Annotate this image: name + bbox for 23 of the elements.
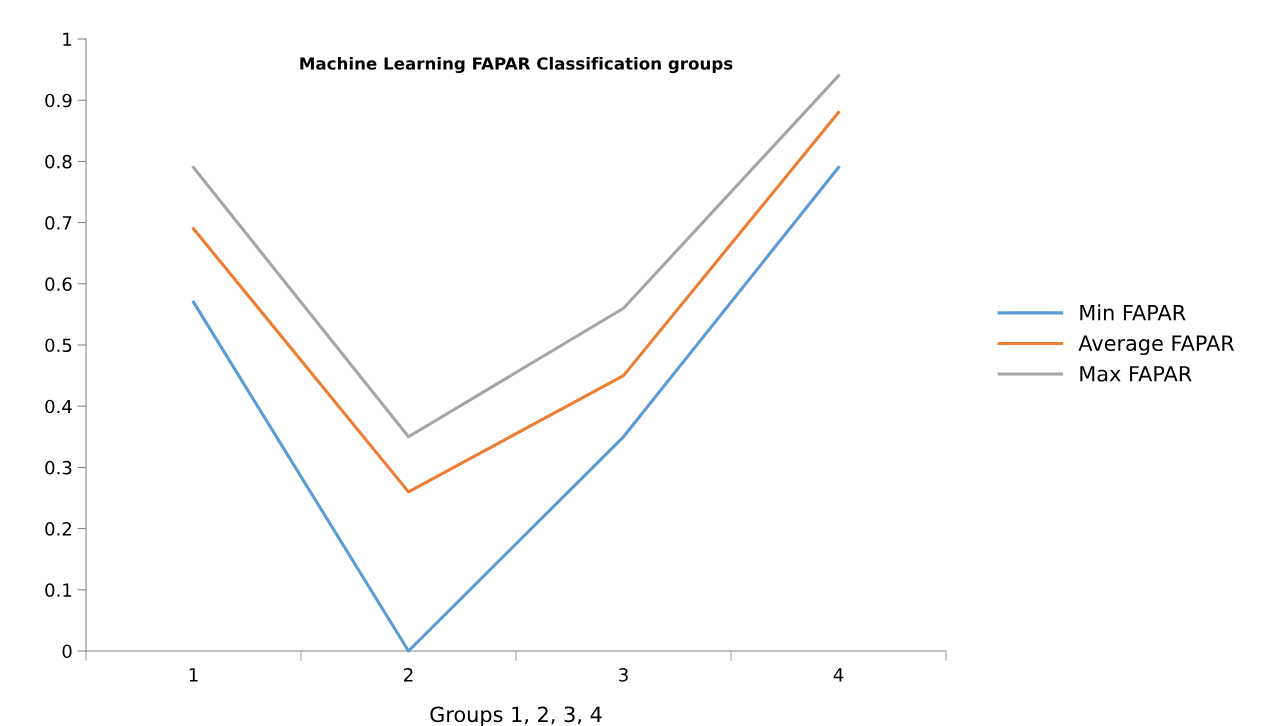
y-tick-label: 0.8 (45, 154, 72, 169)
line-series (191, 110, 841, 494)
text: Machine Learning FAPAR Classification groups (300, 56, 733, 74)
line-series (191, 165, 841, 653)
y-tick-label: 0.1 (45, 583, 72, 597)
x-tick-label: 4 (833, 668, 844, 682)
y-tick-label: 0.9 (45, 93, 72, 108)
y-tick-label: 0.2 (45, 522, 71, 536)
y-tick-label: 0.6 (45, 277, 72, 291)
legend-label: Max FAPAR (1080, 366, 1192, 382)
y-tick-label: 0 (62, 644, 72, 659)
x-tick-label: 1 (189, 668, 198, 682)
y-tick-label: 1 (63, 32, 72, 46)
y-tick-label: 0.7 (45, 216, 72, 230)
x-axis-title: Groups 1, 2, 3, 4 (430, 706, 602, 726)
y-tick-label: 0.3 (45, 460, 72, 475)
y-tick-label: 0.4 (45, 399, 72, 414)
x-tick-label: 3 (619, 667, 628, 682)
line-series (191, 74, 841, 439)
legend-label: Min FAPAR (1080, 304, 1186, 321)
x-tick-label: 2 (404, 667, 413, 682)
y-tick-label: 0.5 (45, 338, 72, 353)
legend-label: Average FAPAR (1078, 335, 1235, 356)
